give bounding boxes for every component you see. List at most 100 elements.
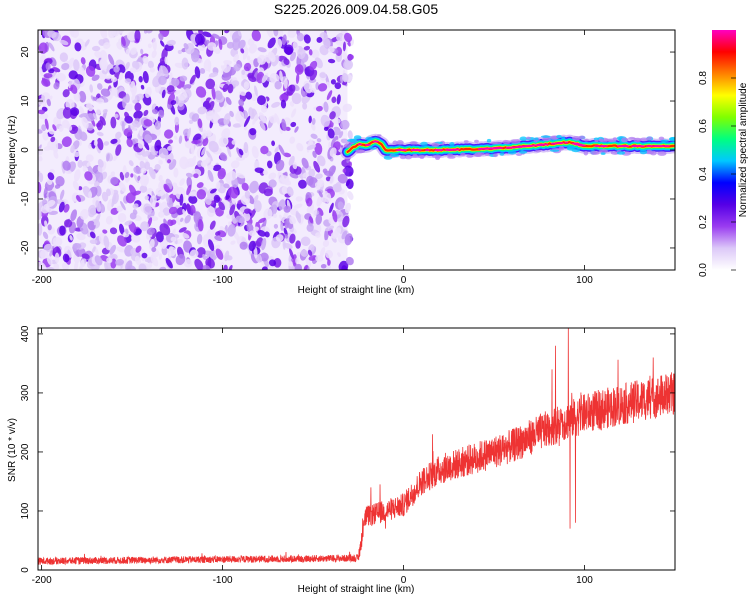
noise-blob (141, 150, 151, 157)
noise-blob (141, 252, 148, 259)
noise-blob (231, 196, 236, 204)
signal-edge-blob (556, 134, 562, 139)
noise-blob (58, 125, 64, 132)
noise-blob (302, 102, 308, 110)
noise-blob (61, 62, 70, 71)
noise-blob (257, 217, 266, 224)
noise-blob (286, 84, 296, 96)
signal-edge-blob (390, 153, 400, 157)
noise-blob (93, 213, 101, 226)
noise-blob (308, 216, 314, 224)
noise-blob (278, 144, 285, 156)
noise-blob (202, 137, 209, 147)
noise-blob (91, 246, 96, 254)
signal-edge-blob (499, 152, 505, 156)
colorbar-tick-label: 0.4 (698, 167, 709, 181)
signal-edge-blob (657, 151, 667, 156)
noise-blob (323, 126, 329, 132)
signal-edge-blob (534, 137, 539, 141)
noise-blob (70, 209, 78, 222)
noise-blob (165, 257, 173, 269)
noise-blob (286, 186, 294, 197)
signal-edge-blob (355, 149, 366, 154)
noise-blob (254, 167, 265, 174)
noise-blob (196, 189, 207, 200)
noise-blob (275, 159, 285, 172)
noise-blob (78, 186, 83, 191)
noise-blob (145, 86, 152, 99)
noise-blob (222, 83, 229, 93)
noise-blob (188, 119, 194, 125)
noise-blob (128, 184, 137, 197)
noise-blob (53, 150, 59, 159)
noise-blob (215, 231, 221, 236)
noise-blob (314, 142, 323, 156)
noise-blob (334, 82, 342, 90)
noise-blob (224, 255, 233, 261)
noise-blob (39, 249, 49, 260)
noise-blob (231, 80, 240, 87)
noise-blob (268, 259, 277, 267)
noise-blob (291, 92, 302, 105)
noise-blob (253, 160, 260, 170)
noise-blob (281, 118, 287, 132)
noise-blob (124, 78, 132, 84)
noise-blob (322, 239, 330, 248)
noise-blob (240, 48, 245, 54)
noise-blob (330, 135, 339, 148)
noise-blob (167, 159, 172, 164)
snr-frame (37, 327, 676, 571)
noise-blob (87, 165, 94, 176)
noise-blob (259, 120, 266, 131)
noise-blob (113, 65, 120, 73)
noise-blob (260, 145, 269, 155)
noise-blob (214, 90, 223, 101)
noise-blob (181, 57, 189, 70)
noise-blob (166, 39, 176, 46)
noise-blob (167, 246, 177, 257)
noise-blob (61, 136, 72, 148)
noise-blob (72, 180, 80, 191)
noise-blob (289, 101, 295, 107)
noise-blob (232, 123, 242, 128)
y-tick-label: 200 (20, 443, 31, 460)
noise-blob (194, 66, 201, 79)
noise-blob (280, 99, 287, 109)
noise-blob (96, 131, 104, 137)
noise-blob (343, 165, 354, 177)
noise-blob (261, 237, 267, 251)
noise-blob (147, 60, 154, 69)
noise-blob (158, 75, 167, 86)
x-tick-label: 0 (401, 575, 407, 586)
noise-blob (96, 98, 105, 104)
noise-blob (209, 228, 216, 239)
noise-blob (152, 37, 157, 51)
noise-blob (46, 255, 53, 266)
noise-blob (189, 74, 196, 85)
snr-series-line (38, 328, 675, 566)
noise-blob (158, 109, 165, 119)
noise-blob (263, 208, 273, 220)
noise-blob (324, 225, 335, 232)
noise-blob (167, 145, 174, 151)
noise-blob (129, 67, 137, 74)
signal-peak-spot (574, 142, 578, 145)
noise-blob (274, 146, 280, 153)
noise-blob (222, 62, 231, 73)
noise-blob (124, 111, 130, 119)
signal-edge-blob (399, 155, 407, 160)
noise-blob (103, 42, 111, 49)
noise-blob (159, 57, 167, 64)
signal-edge-blob (598, 148, 608, 154)
noise-blob (303, 265, 308, 270)
noise-blob (99, 57, 106, 71)
noise-blob (73, 59, 80, 72)
noise-blob (91, 74, 100, 82)
noise-blob (130, 234, 141, 243)
noise-blob (179, 178, 185, 186)
snr-y-axis-label: SNR (10 * v/v) (7, 418, 18, 482)
spectrogram-x-ticks: -200 -100 0 100 (32, 30, 593, 286)
noise-blob (318, 190, 323, 198)
noise-blob (76, 232, 86, 241)
noise-blob (264, 231, 270, 238)
